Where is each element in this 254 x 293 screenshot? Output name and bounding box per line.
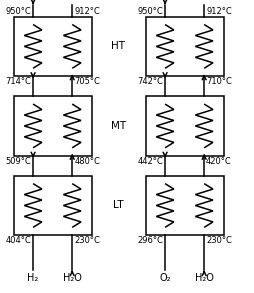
Text: HT: HT	[111, 41, 125, 51]
Bar	[13, 176, 91, 235]
Text: 912°C: 912°C	[74, 6, 100, 16]
Bar	[13, 17, 91, 76]
Text: 705°C: 705°C	[74, 77, 100, 86]
Text: LT: LT	[112, 200, 123, 210]
Text: O₂: O₂	[159, 273, 170, 283]
Text: 742°C: 742°C	[137, 77, 163, 86]
Text: 710°C: 710°C	[205, 77, 231, 86]
Bar	[145, 96, 223, 156]
Bar	[145, 176, 223, 235]
Text: 420°C: 420°C	[205, 157, 231, 166]
Text: H₂: H₂	[27, 273, 39, 283]
Text: MT: MT	[110, 121, 125, 131]
Text: 230°C: 230°C	[74, 236, 100, 245]
Text: 912°C: 912°C	[205, 6, 231, 16]
Text: 480°C: 480°C	[74, 157, 100, 166]
Text: 714°C: 714°C	[5, 77, 31, 86]
Text: 404°C: 404°C	[5, 236, 31, 245]
Text: 509°C: 509°C	[5, 157, 31, 166]
Text: 442°C: 442°C	[137, 157, 163, 166]
Bar	[13, 96, 91, 156]
Text: H₂O: H₂O	[194, 273, 213, 283]
Bar	[145, 17, 223, 76]
Text: 950°C: 950°C	[137, 6, 163, 16]
Text: 296°C: 296°C	[137, 236, 163, 245]
Text: H₂O: H₂O	[62, 273, 81, 283]
Text: 950°C: 950°C	[5, 6, 31, 16]
Text: 230°C: 230°C	[205, 236, 231, 245]
